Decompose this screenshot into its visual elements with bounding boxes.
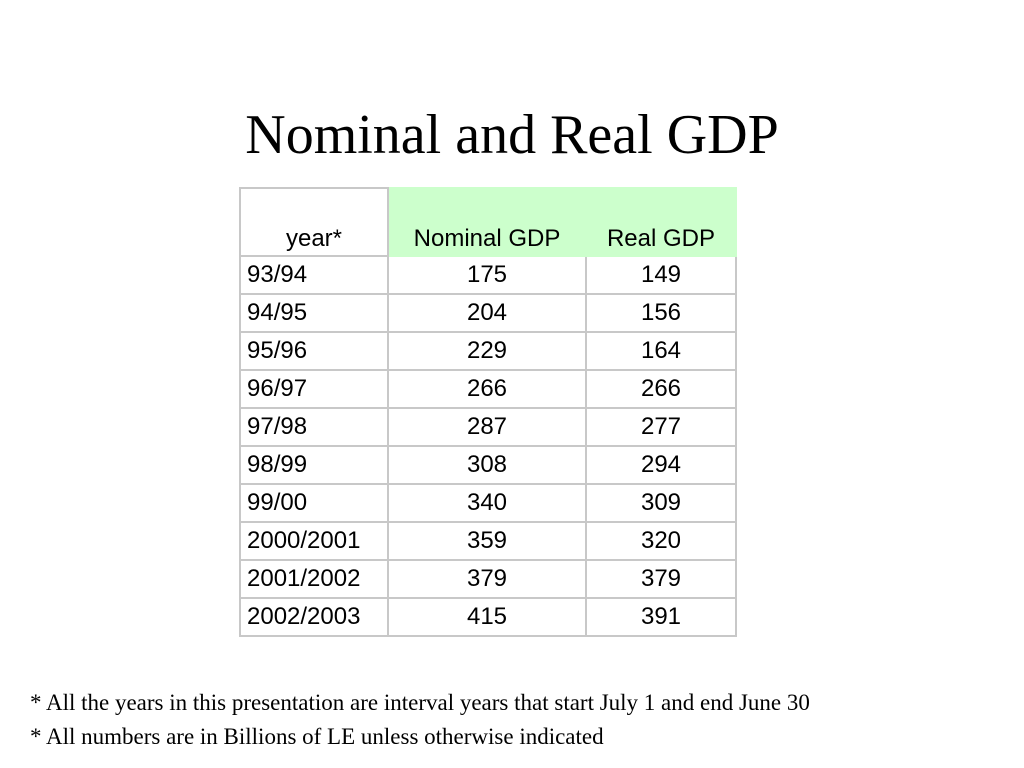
cell-year: 2002/2003	[239, 597, 389, 637]
table-row: 99/00 340 309	[239, 483, 737, 523]
table-header-row: year* Nominal GDP Real GDP	[239, 187, 737, 257]
table-row: 95/96 229 164	[239, 331, 737, 371]
cell-real-gdp: 266	[585, 369, 737, 409]
cell-real-gdp: 294	[585, 445, 737, 485]
cell-real-gdp: 391	[585, 597, 737, 637]
table-row: 2001/2002 379 379	[239, 559, 737, 599]
cell-year: 98/99	[239, 445, 389, 485]
slide-title: Nominal and Real GDP	[245, 104, 779, 166]
cell-year: 99/00	[239, 483, 389, 523]
cell-year: 95/96	[239, 331, 389, 371]
cell-nominal-gdp: 308	[387, 445, 587, 485]
gdp-table: year* Nominal GDP Real GDP 93/94 175 149…	[239, 187, 737, 637]
cell-real-gdp: 156	[585, 293, 737, 333]
table-row: 94/95 204 156	[239, 293, 737, 333]
table-row: 97/98 287 277	[239, 407, 737, 447]
cell-year: 96/97	[239, 369, 389, 409]
cell-nominal-gdp: 287	[387, 407, 587, 447]
cell-real-gdp: 379	[585, 559, 737, 599]
table-row: 2000/2001 359 320	[239, 521, 737, 561]
cell-year: 97/98	[239, 407, 389, 447]
cell-nominal-gdp: 379	[387, 559, 587, 599]
cell-nominal-gdp: 204	[387, 293, 587, 333]
cell-real-gdp: 320	[585, 521, 737, 561]
table-row: 2002/2003 415 391	[239, 597, 737, 637]
table-row: 93/94 175 149	[239, 255, 737, 295]
header-real-gdp: Real GDP	[585, 187, 737, 257]
cell-year: 2000/2001	[239, 521, 389, 561]
cell-year: 2001/2002	[239, 559, 389, 599]
table-row: 96/97 266 266	[239, 369, 737, 409]
table-row: 98/99 308 294	[239, 445, 737, 485]
cell-year: 94/95	[239, 293, 389, 333]
cell-nominal-gdp: 359	[387, 521, 587, 561]
cell-year: 93/94	[239, 255, 389, 295]
footnotes: * All the years in this presentation are…	[30, 686, 810, 754]
header-year: year*	[239, 187, 389, 257]
cell-real-gdp: 149	[585, 255, 737, 295]
cell-nominal-gdp: 175	[387, 255, 587, 295]
cell-real-gdp: 277	[585, 407, 737, 447]
header-nominal-gdp: Nominal GDP	[387, 187, 587, 257]
footnote-units: * All numbers are in Billions of LE unle…	[30, 724, 604, 749]
cell-nominal-gdp: 229	[387, 331, 587, 371]
cell-real-gdp: 309	[585, 483, 737, 523]
cell-real-gdp: 164	[585, 331, 737, 371]
cell-nominal-gdp: 266	[387, 369, 587, 409]
footnote-years: * All the years in this presentation are…	[30, 690, 810, 715]
cell-nominal-gdp: 415	[387, 597, 587, 637]
cell-nominal-gdp: 340	[387, 483, 587, 523]
